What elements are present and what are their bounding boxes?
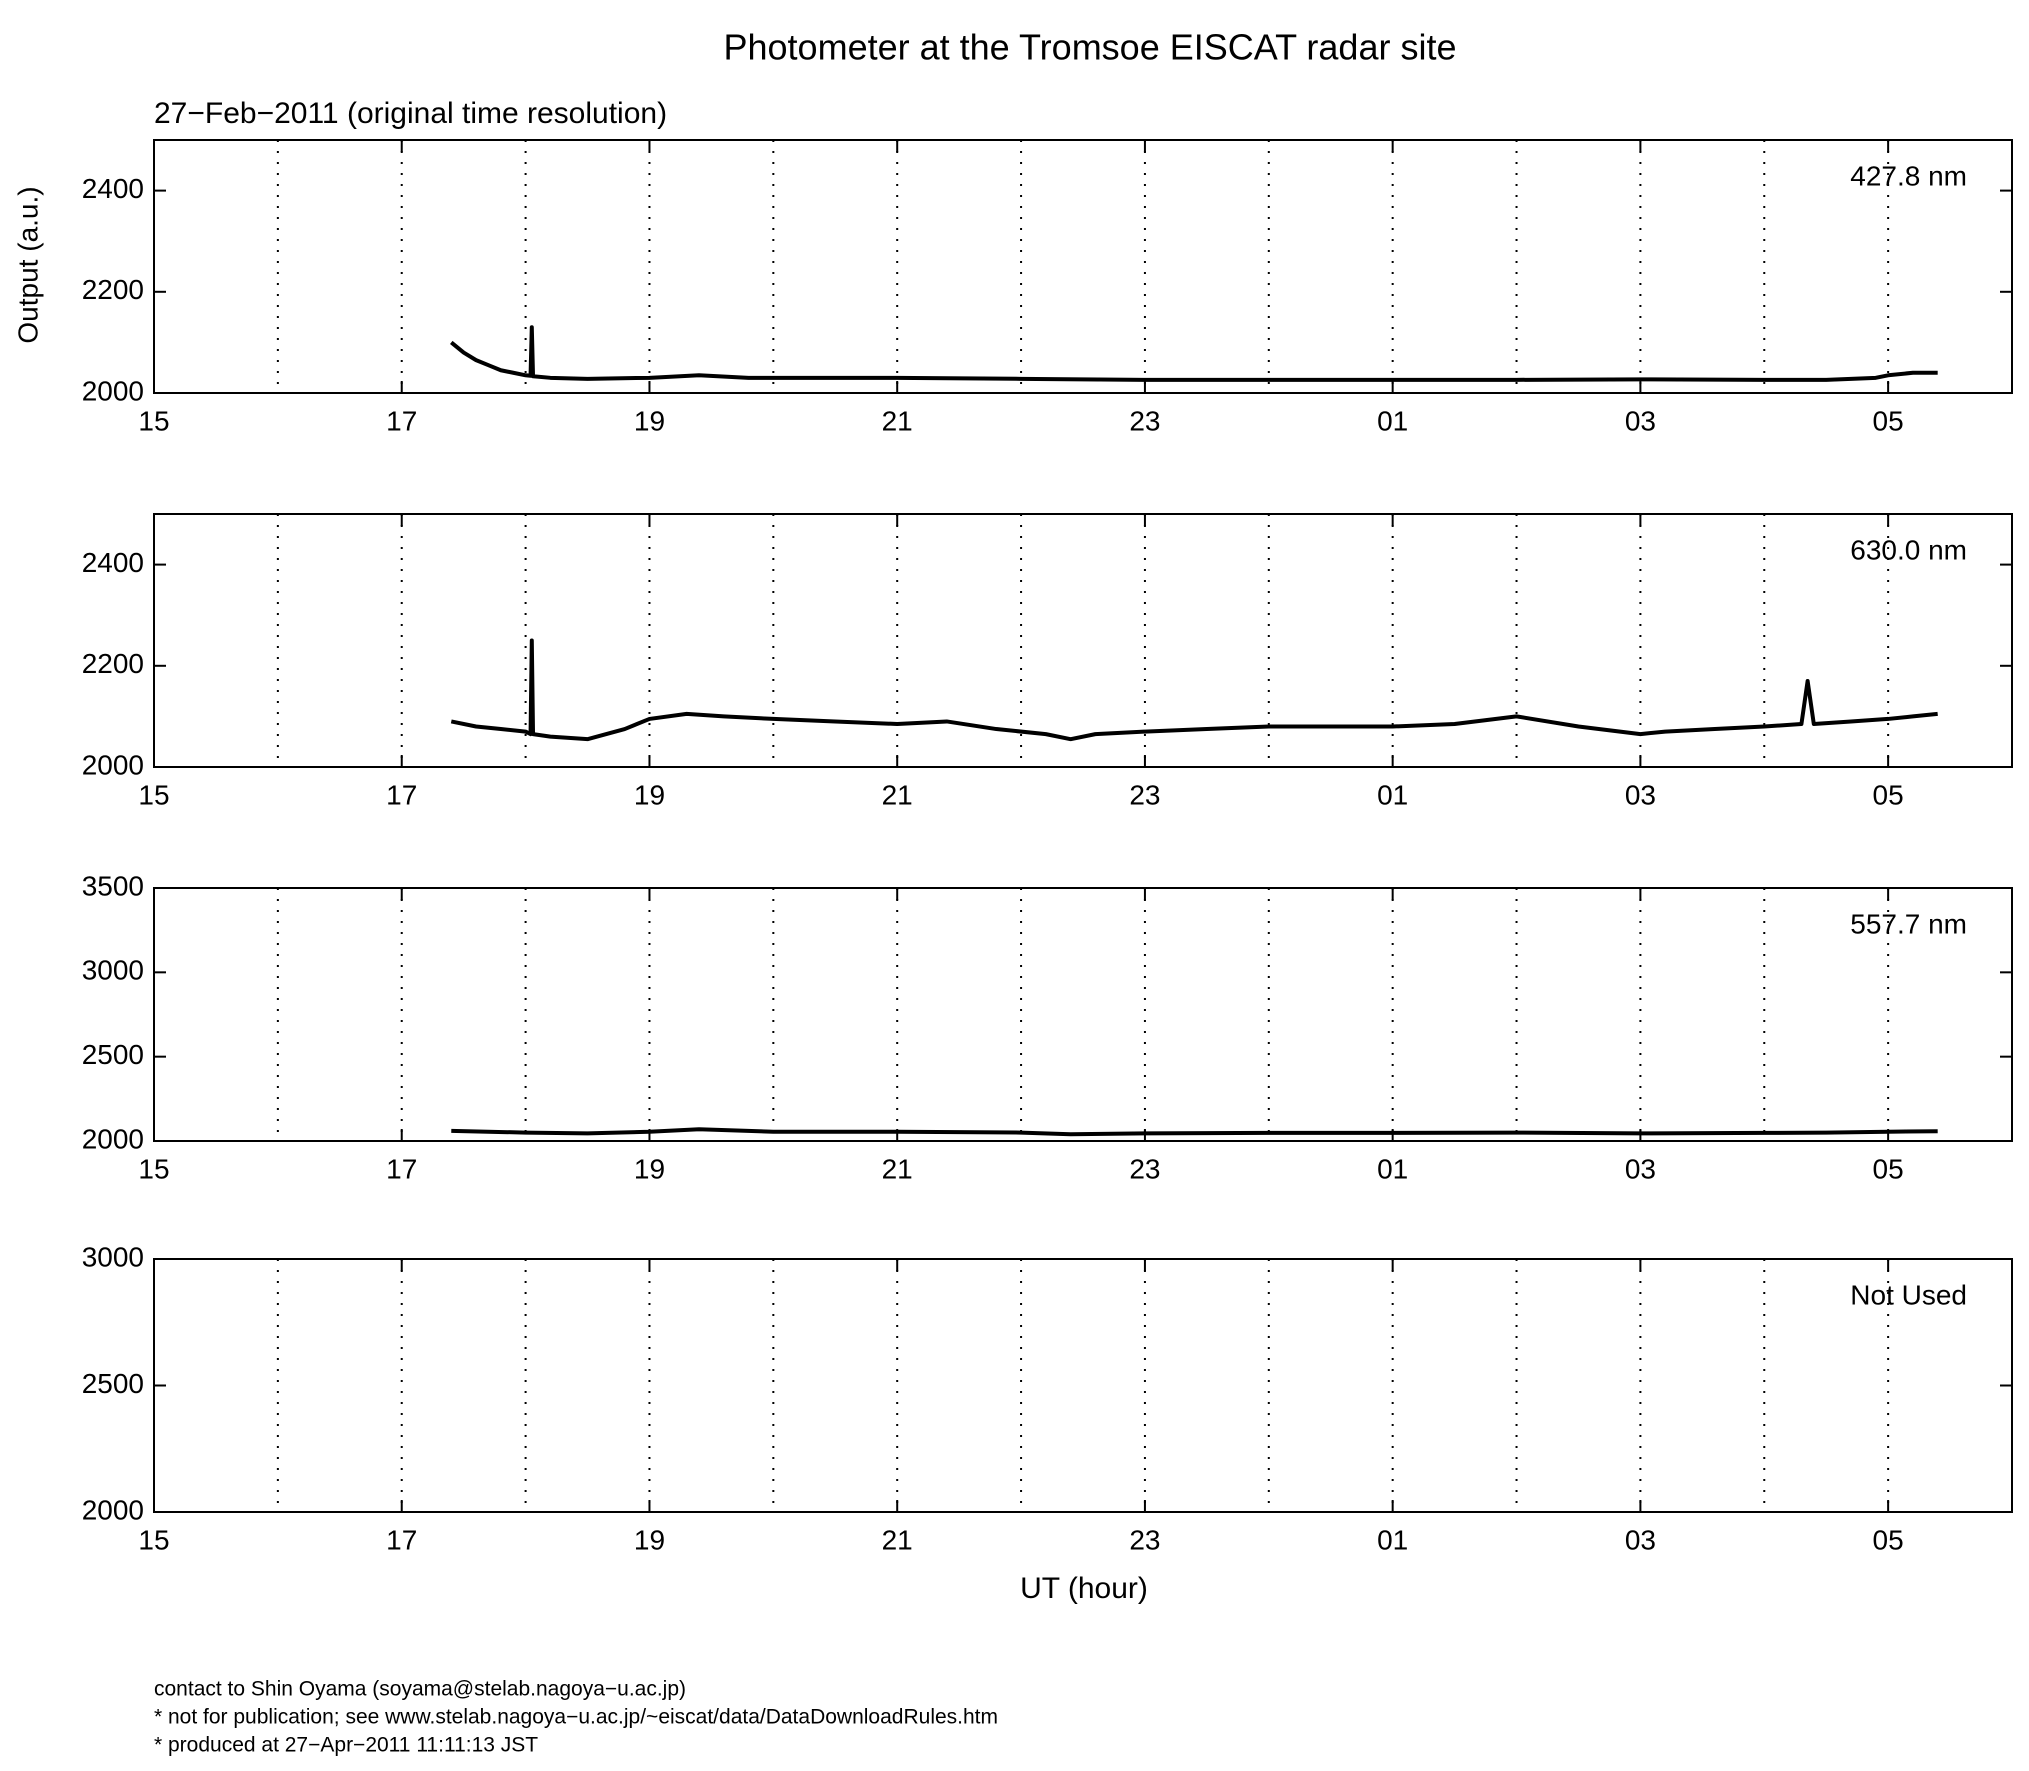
x-tick-label: 01: [1377, 1524, 1408, 1555]
x-tick-label: 03: [1625, 779, 1656, 810]
x-tick-label: 17: [386, 779, 417, 810]
x-tick-label: 05: [1873, 779, 1904, 810]
x-tick-label: 01: [1377, 1153, 1408, 1184]
data-line: [451, 1127, 1938, 1137]
panel-label: 427.8 nm: [1850, 160, 1967, 191]
plot-frame: [153, 513, 2013, 768]
x-tick-label: 19: [634, 405, 665, 436]
data-line: [450, 638, 1938, 742]
x-tick-label: 01: [1377, 779, 1408, 810]
x-tick-label: 21: [882, 405, 913, 436]
y-tick-label: 3000: [82, 955, 144, 986]
x-tick-label: 21: [882, 779, 913, 810]
x-tick-label: 15: [138, 1524, 169, 1555]
footer-line: contact to Shin Oyama (soyama@stelab.nag…: [154, 1678, 686, 1701]
footer-line: * produced at 27−Apr−2011 11:11:13 JST: [154, 1734, 538, 1757]
x-tick-label: 15: [138, 405, 169, 436]
y-tick-label: 3000: [82, 1241, 144, 1272]
y-tick-label: 2400: [82, 547, 144, 578]
x-tick-label: 01: [1377, 405, 1408, 436]
footer-line: * not for publication; see www.stelab.na…: [154, 1706, 998, 1729]
y-tick-label: 2500: [82, 1039, 144, 1070]
x-tick-label: 19: [634, 1153, 665, 1184]
x-tick-label: 15: [138, 1153, 169, 1184]
y-tick-label: 2000: [82, 375, 144, 406]
data-line: [450, 325, 1938, 382]
panel-label: Not Used: [1850, 1279, 1967, 1310]
plot-frame: [153, 139, 2013, 394]
y-tick-label: 2000: [82, 749, 144, 780]
y-axis-label: Output (a.u.): [12, 186, 43, 343]
x-tick-label: 17: [386, 405, 417, 436]
x-tick-label: 23: [1129, 1524, 1160, 1555]
x-tick-label: 03: [1625, 1524, 1656, 1555]
x-tick-label: 23: [1129, 1153, 1160, 1184]
panel-label: 630.0 nm: [1850, 534, 1967, 565]
x-tick-label: 17: [386, 1524, 417, 1555]
y-tick-label: 2500: [82, 1368, 144, 1399]
x-axis-label: UT (hour): [1020, 1572, 1148, 1605]
figure-title: Photometer at the Tromsoe EISCAT radar s…: [724, 27, 1457, 68]
x-tick-label: 05: [1873, 1153, 1904, 1184]
x-tick-label: 03: [1625, 405, 1656, 436]
y-tick-label: 2000: [82, 1494, 144, 1525]
y-tick-label: 2200: [82, 648, 144, 679]
x-tick-label: 21: [882, 1153, 913, 1184]
y-tick-label: 2200: [82, 274, 144, 305]
y-tick-label: 2400: [82, 173, 144, 204]
panel-label: 557.7 nm: [1850, 908, 1967, 939]
plot-frame: [153, 887, 2013, 1142]
x-tick-label: 17: [386, 1153, 417, 1184]
x-tick-label: 21: [882, 1524, 913, 1555]
figure-subtitle: 27−Feb−2011 (original time resolution): [154, 97, 667, 130]
x-tick-label: 05: [1873, 1524, 1904, 1555]
plot-frame: [153, 1258, 2013, 1513]
x-tick-label: 23: [1129, 779, 1160, 810]
y-tick-label: 2000: [82, 1123, 144, 1154]
x-tick-label: 19: [634, 779, 665, 810]
x-tick-label: 23: [1129, 405, 1160, 436]
x-tick-label: 19: [634, 1524, 665, 1555]
x-tick-label: 03: [1625, 1153, 1656, 1184]
x-tick-label: 05: [1873, 405, 1904, 436]
x-tick-label: 15: [138, 779, 169, 810]
y-tick-label: 3500: [82, 870, 144, 901]
